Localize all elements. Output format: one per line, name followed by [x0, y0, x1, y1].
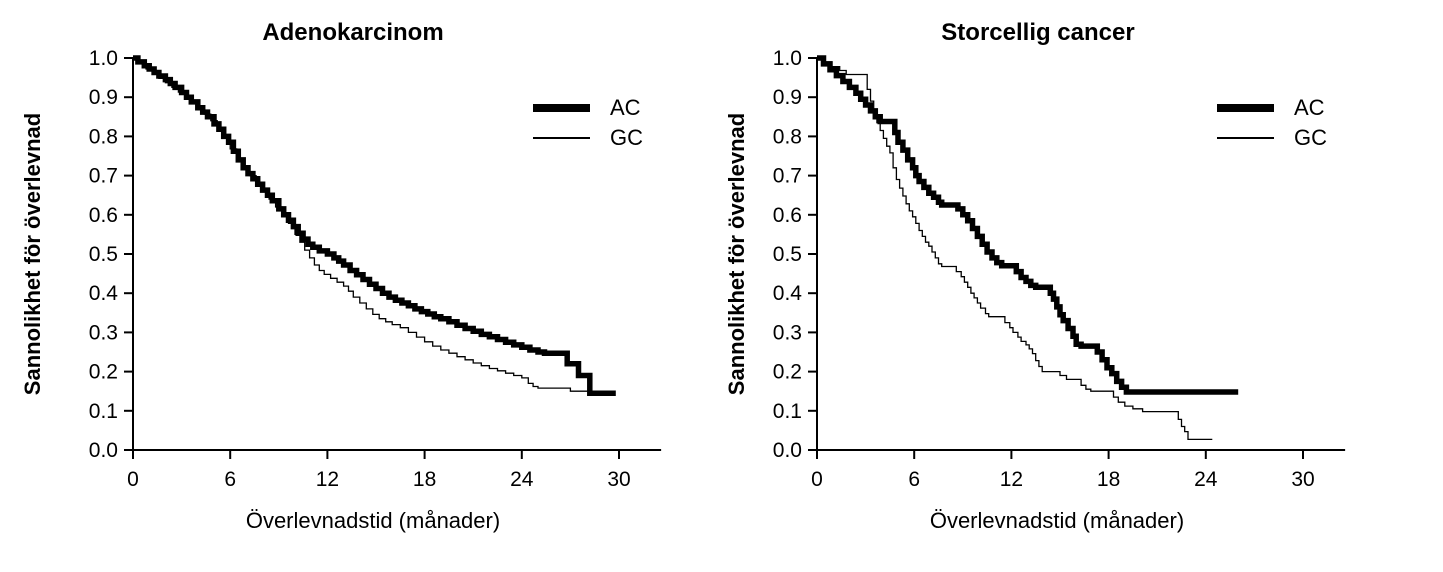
chart-title-adenokarcinom: Adenokarcinom	[262, 19, 444, 46]
y-axis-label-adenokarcinom: Sannolikhet för överlevnad	[20, 112, 45, 396]
ac-survival-curve	[133, 55, 616, 396]
y-tick-label: 0.7	[773, 165, 802, 188]
gc-thin-line-swatch	[1217, 137, 1274, 139]
chart-panel-adenokarcinom: 0.0 0.1 0.2 0.3 0.4 0.5 0.6 0.7 0.8 0.9 1.0 0 6 12 18 2…	[0, 0, 721, 572]
y-tick-label: 0.3	[773, 321, 802, 344]
y-tick-label: 0.5	[89, 243, 118, 266]
x-tick-label: 6	[908, 468, 920, 491]
legend-item-ac: AC	[1217, 93, 1327, 123]
ac-thick-line-swatch	[1217, 104, 1274, 112]
legend-item-ac: AC	[533, 93, 643, 123]
x-axis: 0 6 12 18 24 30	[811, 449, 1346, 491]
x-tick-label: 30	[607, 468, 630, 491]
x-tick-label: 12	[1000, 468, 1023, 491]
ac-survival-curve	[817, 55, 1239, 395]
x-tick-label: 0	[811, 468, 823, 491]
y-tick-label: 0.4	[773, 282, 803, 305]
y-tick-label: 1.0	[773, 47, 802, 70]
x-tick-label: 18	[1097, 468, 1120, 491]
legend-item-gc: GC	[1217, 123, 1327, 153]
legend-label-ac: AC	[610, 95, 641, 120]
y-tick-label: 0.2	[773, 361, 802, 384]
legend-item-gc: GC	[533, 123, 643, 153]
y-tick-label: 0.3	[89, 321, 118, 344]
y-axis: 0.0 0.1 0.2 0.3 0.4 0.5 0.6 0.7 0.8 0.9 1.0	[773, 47, 818, 462]
y-tick-label: 0.9	[773, 86, 802, 109]
x-tick-label: 24	[510, 468, 534, 491]
legend-storcellig-cancer: AC GC	[1217, 93, 1327, 153]
x-tick-label: 24	[1194, 468, 1218, 491]
ac-thick-line-swatch	[533, 104, 590, 112]
y-tick-label: 0.7	[89, 165, 118, 188]
y-tick-label: 0.8	[773, 125, 802, 148]
legend-label-ac: AC	[1294, 95, 1325, 120]
y-tick-label: 0.9	[89, 86, 118, 109]
legend-label-gc: GC	[610, 125, 643, 150]
x-tick-label: 18	[413, 468, 436, 491]
y-tick-label: 0.6	[89, 204, 118, 227]
y-tick-label: 0.1	[89, 400, 118, 423]
y-tick-label: 1.0	[89, 47, 118, 70]
legend-adenokarcinom: AC GC	[533, 93, 643, 153]
gc-survival-curve	[817, 57, 1213, 441]
y-tick-label: 0.0	[89, 439, 118, 462]
chart-title-storcellig-cancer: Storcellig cancer	[941, 19, 1135, 46]
x-tick-label: 6	[224, 468, 236, 491]
y-tick-label: 0.1	[773, 400, 802, 423]
y-tick-label: 0.5	[773, 243, 802, 266]
plot-area-adenokarcinom: 0.0 0.1 0.2 0.3 0.4 0.5 0.6 0.7 0.8 0.9 1.0 0 6 12 18 2…	[89, 47, 662, 491]
x-tick-label: 0	[127, 468, 139, 491]
x-tick-label: 12	[316, 468, 339, 491]
y-tick-label: 0.6	[773, 204, 802, 227]
x-axis: 0 6 12 18 24 30	[127, 449, 662, 491]
y-axis: 0.0 0.1 0.2 0.3 0.4 0.5 0.6 0.7 0.8 0.9 1.0	[89, 47, 134, 462]
plot-area-storcellig-cancer: 0.0 0.1 0.2 0.3 0.4 0.5 0.6 0.7 0.8 0.9 1.0 0 6 12 18 2…	[773, 47, 1346, 491]
x-axis-label-adenokarcinom: Överlevnadstid (månader)	[245, 508, 501, 533]
y-tick-label: 0.0	[773, 439, 802, 462]
x-axis-label-storcellig-cancer: Överlevnadstid (månader)	[929, 508, 1185, 533]
y-tick-label: 0.8	[89, 125, 118, 148]
y-axis-label-storcellig-cancer: Sannolikhet för överlevnad	[724, 112, 749, 396]
y-tick-label: 0.4	[89, 282, 119, 305]
chart-panel-storcellig-cancer: 0.0 0.1 0.2 0.3 0.4 0.5 0.6 0.7 0.8 0.9 1.0 0 6 12 18 2…	[722, 0, 1443, 572]
y-tick-label: 0.2	[89, 361, 118, 384]
gc-thin-line-swatch	[533, 137, 590, 139]
legend-label-gc: GC	[1294, 125, 1327, 150]
x-tick-label: 30	[1291, 468, 1314, 491]
